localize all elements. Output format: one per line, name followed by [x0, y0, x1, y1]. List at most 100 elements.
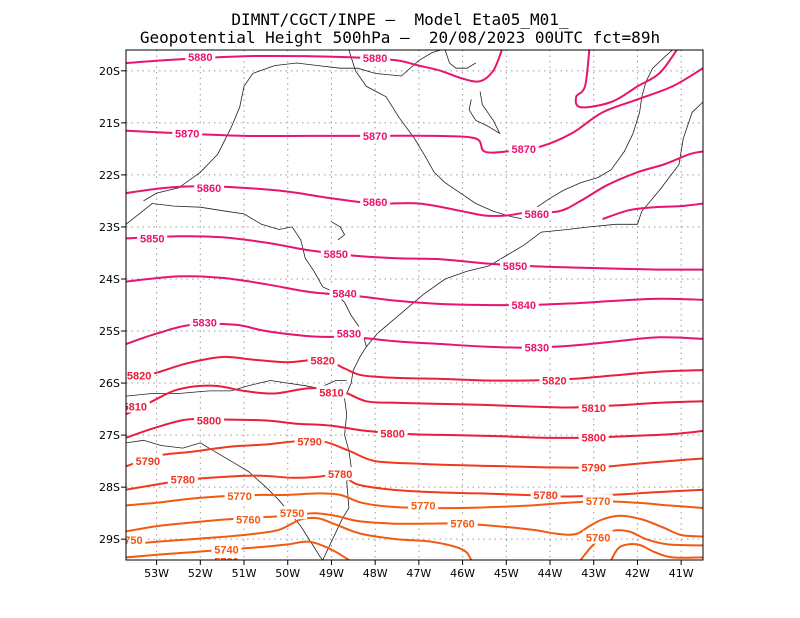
contour-label-5830: 5830 [525, 343, 549, 355]
contour-5870 [126, 67, 703, 154]
contour-label-5800: 5800 [380, 429, 404, 441]
contour-label-5780: 5780 [533, 490, 557, 502]
contour-label-bg [521, 206, 552, 220]
lon-tick-label: 45W [494, 567, 519, 580]
contour-label-bg [189, 315, 220, 329]
contour-labels: 5880 5880 5870 5870 5870 5860 5860 5860 5850 5850… [118, 50, 614, 569]
plot-frame [125, 49, 704, 561]
contour-label-5800: 5800 [197, 416, 221, 428]
lat-tick-label: 22S [99, 169, 120, 182]
lon-tick-label: 51W [232, 567, 257, 580]
lon-tick-label: 52W [188, 567, 213, 580]
contour-label-5750: 5750 [118, 535, 142, 547]
axis-ticks: 53W 52W 51W 50W 49W 48W 47W 46W 45W 44W 43W 42W 41W 2… [99, 65, 694, 580]
lat-tick-label: 23S [99, 221, 120, 234]
contour-5860 [126, 150, 703, 217]
contour-label-5860: 5860 [363, 197, 387, 209]
contour-label-bg [132, 454, 163, 468]
contour-label-5790: 5790 [136, 456, 160, 468]
contour-5820 [126, 355, 703, 382]
contour-label-5760: 5760 [586, 533, 610, 545]
contour-label-5790: 5790 [581, 462, 605, 474]
lon-tick-label: 49W [319, 567, 344, 580]
coastline-border [444, 50, 476, 69]
contour-label-bg [167, 472, 198, 486]
contour-label-5810: 5810 [123, 401, 147, 413]
contour-label-bg [294, 434, 325, 448]
contour-label-bg [277, 506, 308, 520]
map-title-line-1: DIMNT/CGCT/INPE – Model Eta05_M01_ [231, 10, 569, 29]
coastline-border [143, 50, 441, 202]
map-title-line-2: Geopotential Height 500hPa – 20/08/2023 … [139, 28, 661, 47]
coastline-border [523, 50, 673, 220]
lon-tick-label: 43W [581, 567, 606, 580]
contour-5740 [610, 543, 703, 560]
coastlines-and-borders [126, 50, 703, 560]
contour-label-bg [360, 50, 391, 64]
contour-label-5810: 5810 [319, 387, 343, 399]
contour-label-5820: 5820 [310, 356, 334, 368]
contour-label-bg [583, 530, 614, 544]
contour-label-5750: 5750 [280, 508, 304, 520]
contour-label-bg [578, 401, 609, 415]
lat-tick-label: 25S [99, 325, 120, 338]
contour-label-bg [211, 542, 242, 556]
contour-5750 [579, 529, 703, 560]
contour-label-5870: 5870 [175, 128, 199, 140]
contour-label-5780: 5780 [171, 474, 195, 486]
contour-label-bg [500, 258, 531, 272]
contour-label-5850: 5850 [324, 249, 348, 261]
contour-5880 [574, 50, 678, 109]
contour-5760 [126, 512, 703, 538]
contour-label-bg [539, 373, 570, 387]
contour-label-bg [408, 498, 439, 512]
contour-5840 [126, 275, 703, 307]
contour-5880 [126, 50, 503, 83]
contour-label-bg [172, 126, 203, 140]
contour-label-bg [126, 399, 150, 413]
lon-tick-label: 53W [144, 567, 169, 580]
contour-label-5860: 5860 [197, 183, 221, 195]
contour-label-bg [185, 50, 216, 63]
height-contours [126, 50, 703, 560]
lat-tick-label: 20S [99, 65, 120, 78]
contour-label-5830: 5830 [192, 318, 216, 330]
contour-5740 [126, 540, 350, 560]
coastline-border [126, 203, 367, 347]
contour-5780 [126, 472, 703, 498]
contour-label-5770: 5770 [227, 491, 251, 503]
contour-label-5790: 5790 [297, 436, 321, 448]
contour-label-5740: 5740 [214, 545, 238, 557]
contour-label-5810: 5810 [581, 403, 605, 415]
contour-label-5730: 5730 [214, 557, 238, 569]
contour-label-bg [578, 430, 609, 444]
contour-5860 [602, 202, 703, 221]
lon-tick-label: 44W [538, 567, 563, 580]
lat-tick-label: 29S [99, 533, 120, 546]
coastline-border [331, 221, 346, 241]
lon-tick-label: 46W [450, 567, 475, 580]
coastline-border [468, 91, 501, 135]
contour-label-5770: 5770 [411, 500, 435, 512]
contour-label-5820: 5820 [127, 370, 151, 382]
contour-5850 [126, 235, 703, 271]
lat-tick-label: 28S [99, 481, 120, 494]
contour-label-5850: 5850 [140, 233, 164, 245]
coastline-border [348, 50, 524, 220]
contour-label-bg [126, 368, 155, 382]
contour-label-bg [137, 231, 168, 245]
lon-tick-label: 41W [669, 567, 694, 580]
contour-label-bg [194, 413, 225, 427]
contour-label-5760: 5760 [236, 514, 260, 526]
contour-label-bg [447, 516, 478, 530]
contour-label-bg [233, 512, 264, 526]
contour-label-bg [333, 326, 364, 340]
contour-label-5870: 5870 [512, 144, 536, 156]
contour-label-bg [307, 353, 338, 367]
contour-label-5860: 5860 [525, 209, 549, 221]
coastline-border [322, 101, 703, 560]
contour-label-bg [578, 460, 609, 474]
contour-label-5840: 5840 [332, 289, 356, 301]
contour-label-5840: 5840 [512, 300, 536, 312]
contour-label-5880: 5880 [363, 53, 387, 65]
